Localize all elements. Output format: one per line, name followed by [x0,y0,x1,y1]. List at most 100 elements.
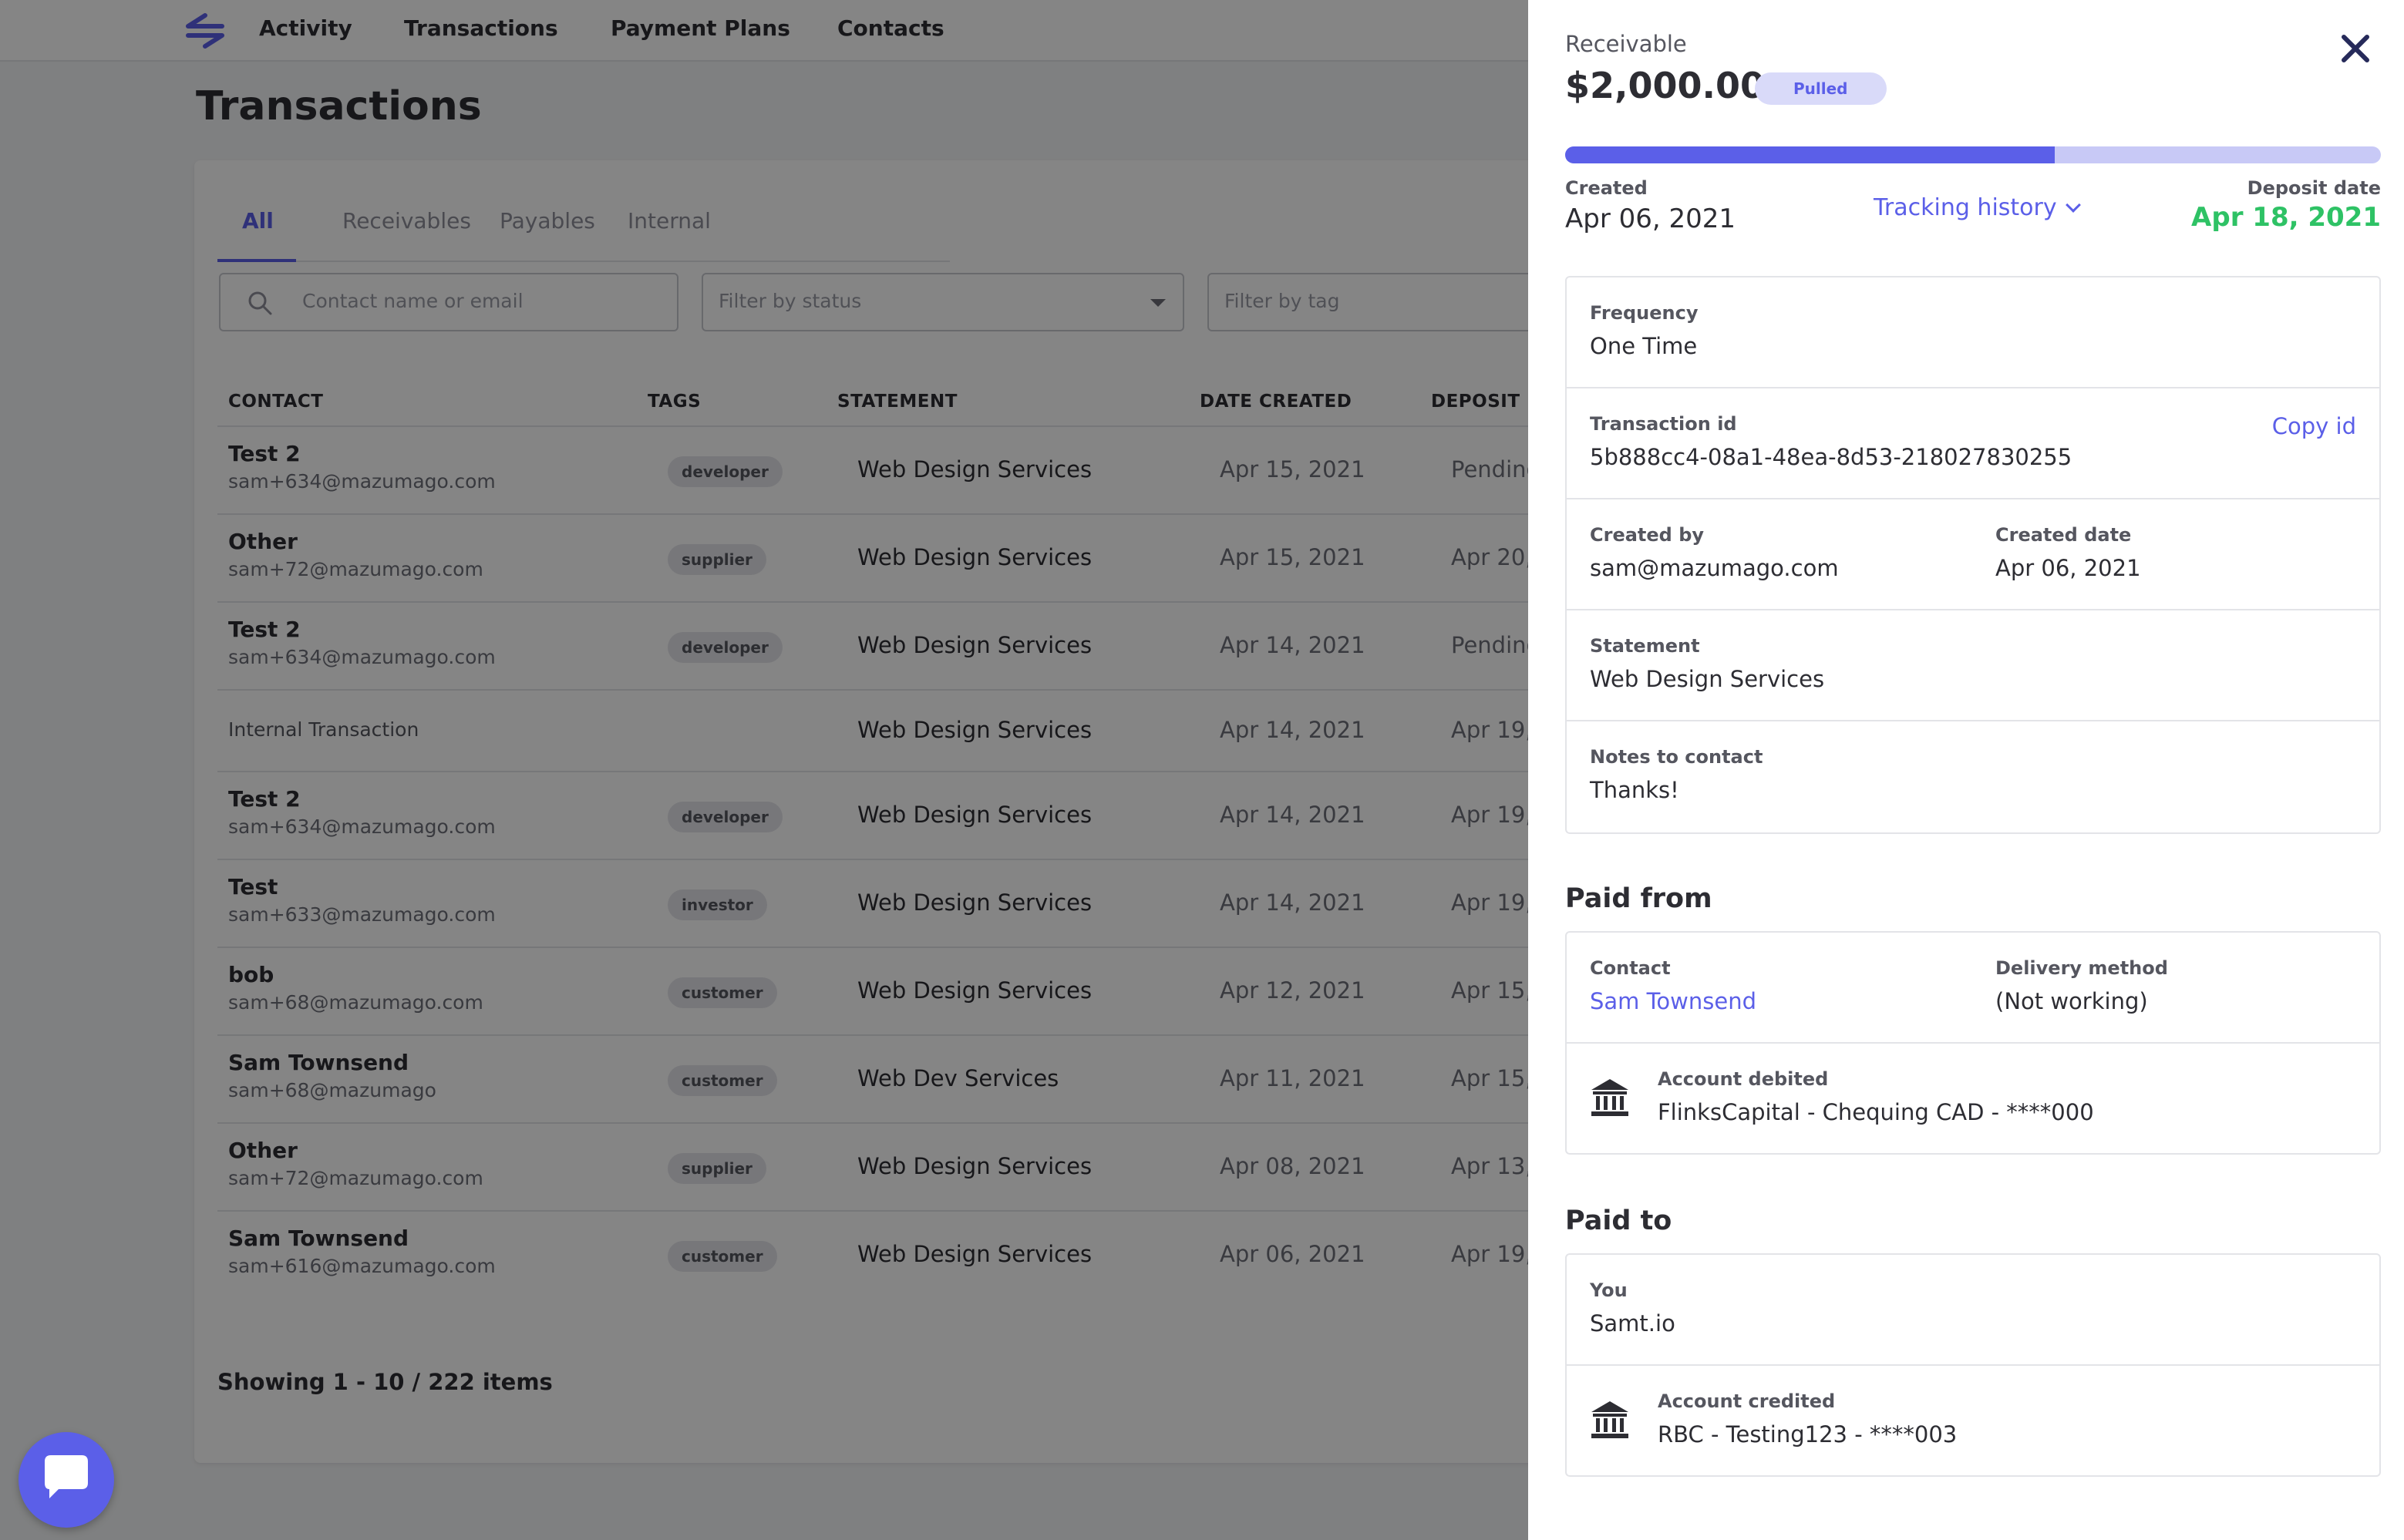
tab-internal[interactable]: Internal [628,208,711,234]
chat-icon [45,1455,88,1498]
col-header-date-created[interactable]: DATE CREATED [1200,392,1352,412]
tracking-history-label: Tracking history [1874,194,2057,221]
transaction-detail-drawer: Receivable $2,000.00 Pulled Created Apr … [1528,0,2404,1540]
statement: Web Design Services [857,1241,1093,1267]
tab-payables[interactable]: Payables [500,208,595,234]
statement-label: Statement [1590,635,1700,657]
statement: Web Design Services [857,802,1093,828]
contact-email: sam+616@mazumago.com [228,1255,496,1277]
contact-email: sam+634@mazumago.com [228,646,496,668]
pagination-summary: Showing 1 - 10 / 222 items [217,1369,553,1395]
table-row[interactable]: Test 2 sam+634@mazumago.com developer We… [217,603,1628,691]
deposit-date-value: Apr 18, 2021 [2191,202,2381,233]
contact-label: Contact [1590,957,1671,979]
nav-activity[interactable]: Activity [259,15,352,41]
date-created: Apr 08, 2021 [1220,1153,1365,1179]
tag-badge: developer [668,632,783,663]
col-header-contact[interactable]: CONTACT [228,392,324,412]
contact-email: sam+633@mazumago.com [228,903,496,926]
tag-badge: customer [668,1065,777,1096]
table-row[interactable]: bob sam+68@mazumago.com customer Web Des… [217,948,1628,1036]
account-credited-label: Account credited [1658,1390,1836,1412]
statement: Web Dev Services [857,1065,1059,1091]
search-placeholder: Contact name or email [302,290,524,312]
statement: Web Design Services [857,544,1093,570]
account-debited-section: Account debited FlinksCapital - Chequing… [1567,1044,2379,1155]
bank-icon [1591,1079,1628,1116]
statement: Web Design Services [857,632,1093,658]
chevron-down-icon [1150,299,1166,307]
statement: Web Design Services [857,977,1093,1004]
you-value: Samt.io [1590,1310,1675,1337]
paid-from-heading: Paid from [1565,883,1712,914]
col-header-statement[interactable]: STATEMENT [837,392,958,412]
status-filter-select[interactable]: Filter by status [702,273,1184,331]
frequency-label: Frequency [1590,302,1699,324]
contact-name: Test [228,874,278,899]
frequency-value: One Time [1590,333,1698,359]
paid-to-box: You Samt.io Account credited RBC - Testi… [1565,1253,2381,1477]
close-icon[interactable] [2338,31,2373,66]
statement-value: Web Design Services [1590,666,1825,692]
active-tab-indicator [217,259,296,262]
col-header-tags[interactable]: TAGS [648,392,702,412]
copy-id-link[interactable]: Copy id [2271,413,2356,439]
transaction-id-label: Transaction id [1590,413,1737,435]
statement: Web Design Services [857,1153,1093,1179]
contact-name: Sam Townsend [228,1050,409,1075]
table-row[interactable]: Internal Transaction Web Design Services… [217,691,1628,772]
tab-receivables[interactable]: Receivables [342,208,471,234]
progress-bar [1565,146,2381,163]
date-created: Apr 14, 2021 [1220,889,1365,916]
created-value: Apr 06, 2021 [1565,203,1736,234]
tab-bar: All Receivables Payables Internal [217,191,950,262]
deposit-date-label: Deposit date [2247,177,2381,199]
search-input[interactable]: Contact name or email [219,273,678,331]
created-by-section: Created by sam@mazumago.com Created date… [1567,499,2379,610]
contact-name: Test 2 [228,441,301,466]
date-created: Apr 14, 2021 [1220,632,1365,658]
bank-icon [1591,1401,1628,1438]
contact-name: bob [228,962,274,987]
table-row[interactable]: Sam Townsend sam+68@mazumago customer We… [217,1036,1628,1124]
statement-section: Statement Web Design Services [1567,610,2379,721]
chevron-down-icon [2065,197,2081,213]
account-credited-value: RBC - Testing123 - ****003 [1658,1421,1958,1448]
contact-email: sam+72@mazumago.com [228,558,483,580]
nav-payment-plans[interactable]: Payment Plans [611,15,790,41]
tag-badge: investor [668,889,767,920]
tab-all[interactable]: All [242,208,274,234]
nav-contacts[interactable]: Contacts [837,15,944,41]
details-box: Frequency One Time Transaction id 5b888c… [1565,276,2381,834]
tag-badge: customer [668,1241,777,1272]
account-debited-value: FlinksCapital - Chequing CAD - ****000 [1658,1099,2094,1125]
created-label: Created [1565,177,1648,199]
paid-to-heading: Paid to [1565,1205,1672,1236]
contact-name: Test 2 [228,617,301,642]
date-created: Apr 11, 2021 [1220,1065,1365,1091]
date-created: Apr 12, 2021 [1220,977,1365,1004]
search-icon [248,291,272,315]
created-date-label: Created date [1995,524,2132,546]
modal-backdrop[interactable] [0,0,1528,1540]
progress-fill [1565,146,2055,163]
status-badge: Pulled [1755,72,1887,105]
created-date-value: Apr 06, 2021 [1995,555,2141,581]
contact-name: Other [228,529,298,554]
table-row[interactable]: Test 2 sam+634@mazumago.com developer We… [217,772,1628,860]
contact-link[interactable]: Sam Townsend [1590,988,1757,1014]
col-header-deposit-date[interactable]: DEPOSIT D [1431,392,1542,412]
created-by-value: sam@mazumago.com [1590,555,1839,581]
paid-from-box: Contact Sam Townsend Delivery method (No… [1565,931,2381,1155]
delivery-method-value: (Not working) [1995,988,2148,1014]
created-by-label: Created by [1590,524,1705,546]
contact-name: Test 2 [228,786,301,812]
contact-email: sam+634@mazumago.com [228,815,496,838]
logo-icon[interactable] [183,11,227,51]
transaction-id-value: 5b888cc4-08a1-48ea-8d53-218027830255 [1590,444,2072,470]
nav-transactions[interactable]: Transactions [404,15,558,41]
internal-transaction-label: Internal Transaction [228,718,419,741]
tracking-history-toggle[interactable]: Tracking history [1874,194,2081,221]
table-row[interactable]: Test 2 sam+634@mazumago.com developer We… [217,427,1628,515]
chat-button[interactable] [19,1432,114,1528]
